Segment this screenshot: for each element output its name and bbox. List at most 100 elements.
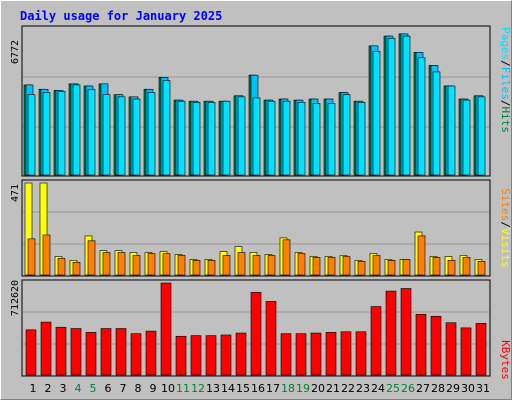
kbytes-bar: [445, 322, 457, 376]
kbytes-bar: [235, 332, 247, 376]
pages-bar: [447, 85, 456, 176]
sites-bar: [312, 257, 321, 276]
sites-bar: [222, 255, 231, 276]
day-label: 28: [431, 382, 445, 395]
day-label: 21: [326, 382, 340, 395]
sites-bar: [432, 257, 441, 276]
pages-bar: [162, 80, 171, 176]
sites-bar: [147, 253, 156, 276]
panel-kbytes: 712620 KBytes: [10, 279, 512, 380]
pages-bar: [222, 100, 231, 176]
kbytes-bar: [145, 330, 157, 376]
kbytes-bar: [400, 288, 412, 376]
day-label: 13: [206, 382, 220, 395]
sites-bar: [237, 252, 246, 276]
sites-bar: [177, 255, 186, 276]
pages-bar: [387, 37, 396, 176]
sites-bar: [87, 240, 96, 276]
sites-bar: [267, 255, 276, 276]
kbytes-bar: [310, 332, 322, 376]
day-label: 18: [281, 382, 295, 395]
day-label: 5: [90, 382, 97, 395]
kbytes-bar: [250, 292, 262, 376]
kbytes-bar: [265, 301, 277, 376]
kbytes-bar: [295, 333, 307, 376]
legend-hits: Hits: [499, 107, 512, 134]
sites-bar: [132, 255, 141, 276]
kbytes-bar: [340, 331, 352, 376]
sites-bar: [342, 256, 351, 276]
kbytes-bar: [325, 332, 337, 376]
day-label: 16: [251, 382, 265, 395]
pages-bar: [312, 103, 321, 176]
sites-bar: [447, 260, 456, 276]
day-label: 3: [60, 382, 67, 395]
kbytes-bar: [280, 333, 292, 376]
pages-bar: [237, 96, 246, 176]
pages-bar: [477, 96, 486, 176]
pages-bar: [402, 35, 411, 176]
legend-files: Files: [499, 67, 512, 100]
sites-bar: [417, 235, 426, 276]
day-label: 12: [191, 382, 205, 395]
day-label: 11: [176, 382, 190, 395]
sites-bar: [72, 262, 81, 276]
kbytes-bar: [70, 328, 82, 376]
pages-bar: [57, 91, 66, 176]
sites-bar: [477, 261, 486, 276]
pages-bar: [192, 101, 201, 176]
sites-bar: [192, 260, 201, 276]
legend-pages: Pages: [499, 27, 512, 60]
kbytes-bar: [175, 335, 187, 376]
pages-bar: [207, 101, 216, 176]
day-label: 8: [135, 382, 142, 395]
kbytes-bar: [100, 328, 112, 376]
panel2-bars: [24, 182, 486, 276]
sites-bar: [282, 239, 291, 276]
day-label: 15: [236, 382, 250, 395]
day-label: 1: [30, 382, 37, 395]
day-label: 9: [150, 382, 157, 395]
pages-bar: [72, 84, 81, 176]
day-label: 25: [386, 382, 400, 395]
sites-bar: [27, 238, 36, 276]
sites-bar: [402, 259, 411, 276]
pages-bar: [252, 97, 261, 176]
legend-kbytes: KBytes: [499, 340, 512, 380]
legend-sites: Sites: [499, 188, 512, 221]
pages-bar: [27, 94, 36, 176]
legend-visits: Visits: [499, 228, 512, 268]
day-label: 20: [311, 382, 325, 395]
kbytes-bar: [190, 335, 202, 376]
day-label: 23: [356, 382, 370, 395]
pages-bar: [357, 101, 366, 176]
sites-bar: [327, 257, 336, 276]
kbytes-bar: [115, 328, 127, 376]
panel-visits-sites: 471 Sites/Visits: [10, 179, 512, 277]
kbytes-bar: [475, 323, 487, 376]
day-label: 7: [120, 382, 127, 395]
kbytes-bar: [55, 326, 67, 376]
sites-bar: [252, 255, 261, 276]
day-label: 29: [446, 382, 460, 395]
pages-bar: [102, 94, 111, 176]
sites-bar: [117, 252, 126, 276]
day-label: 31: [476, 382, 490, 395]
pages-bar: [417, 57, 426, 176]
pages-bar: [327, 103, 336, 176]
kbytes-bar: [415, 314, 427, 376]
x-axis-day-labels: 1 2 3 4 5 6 7 8 9 10 11 12 13 14 15 16 17 18 19 20 21 22 23 24 2…: [30, 382, 491, 395]
pages-bar: [177, 100, 186, 176]
sites-bar: [357, 261, 366, 276]
chart-title: Daily usage for January 2025: [20, 9, 222, 23]
pages-bar: [87, 88, 96, 176]
kbytes-bar: [220, 334, 232, 376]
sites-bar: [297, 253, 306, 276]
day-label: 30: [461, 382, 475, 395]
day-label: 2: [45, 382, 52, 395]
pages-bar: [297, 101, 306, 176]
day-label: 17: [266, 382, 280, 395]
panel3-bars: [25, 282, 487, 376]
pages-bar: [372, 50, 381, 176]
legend-panel2: Sites/Visits: [499, 188, 512, 268]
